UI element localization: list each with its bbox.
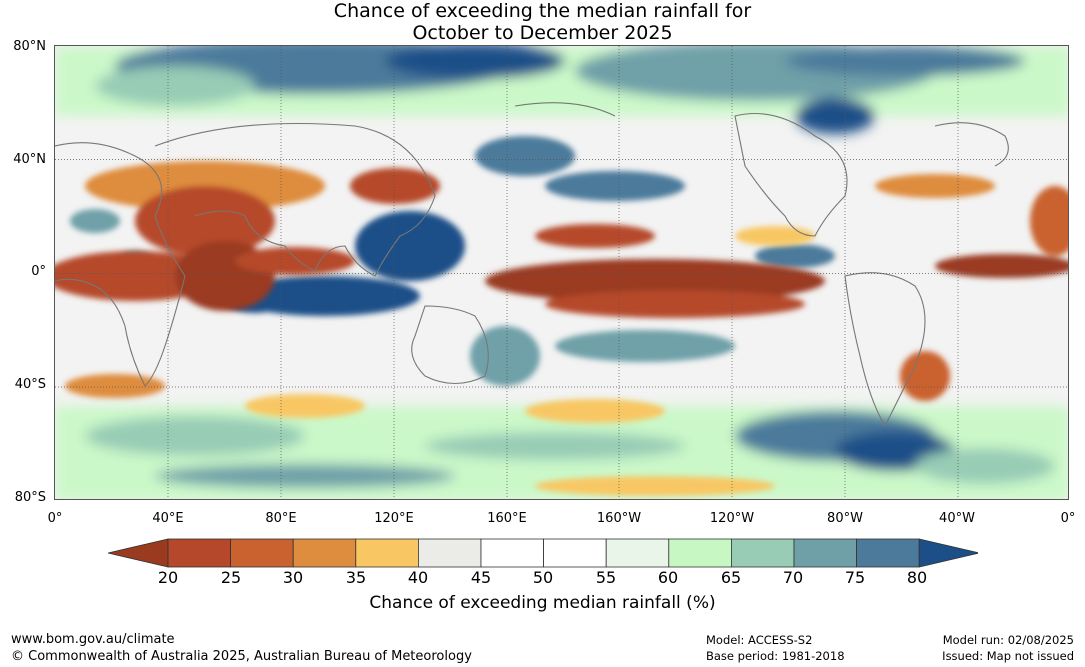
lon-label-0-east: 0° bbox=[1060, 511, 1076, 526]
rainfall-probability-map bbox=[54, 45, 1069, 500]
colorbar-segment bbox=[793, 538, 857, 568]
title-line-2: October to December 2025 bbox=[412, 22, 673, 44]
anomaly-dry bbox=[55, 161, 1068, 496]
lon-label-40e: 40°E bbox=[152, 511, 184, 526]
colorbar-tick: 25 bbox=[220, 568, 242, 587]
colorbar-tick: 35 bbox=[345, 568, 367, 587]
footer-url: www.bom.gov.au/climate bbox=[11, 632, 175, 647]
colorbar-tick: 40 bbox=[407, 568, 429, 587]
footer-model-run: Model run: 02/08/2025 bbox=[942, 633, 1074, 647]
lat-label-80s: 80°S bbox=[14, 490, 46, 505]
lon-label-0: 0° bbox=[47, 511, 63, 526]
footer-model-info: Model: ACCESS-S2 Base period: 1981-2018 bbox=[706, 632, 845, 664]
colorbar-segment bbox=[230, 538, 294, 568]
lat-label-40s: 40°S bbox=[14, 377, 46, 392]
colorbar-segment bbox=[543, 538, 607, 568]
graticule bbox=[55, 46, 1068, 499]
anomaly-wet-bands bbox=[55, 46, 1068, 499]
colorbar-tick: 50 bbox=[532, 568, 554, 587]
colorbar bbox=[108, 538, 978, 568]
title-line-1: Chance of exceeding the median rainfall … bbox=[333, 0, 752, 22]
lon-label-160e: 160°E bbox=[487, 511, 527, 526]
lat-label-0: 0° bbox=[31, 264, 46, 279]
colorbar-extend-low bbox=[108, 538, 169, 568]
colorbar-label: Chance of exceeding median rainfall (%) bbox=[369, 593, 716, 613]
colorbar-segment bbox=[605, 538, 670, 568]
coastlines bbox=[55, 102, 1009, 428]
footer-left: www.bom.gov.au/climate © Commonwealth of… bbox=[11, 631, 472, 665]
colorbar-tick: 20 bbox=[157, 568, 179, 587]
colorbar-tick: 65 bbox=[720, 568, 742, 587]
colorbar-tick: 70 bbox=[782, 568, 804, 587]
colorbar-tick: 55 bbox=[595, 568, 617, 587]
map-canvas bbox=[55, 46, 1068, 499]
colorbar-tick: 80 bbox=[906, 568, 928, 587]
footer-model: Model: ACCESS-S2 bbox=[706, 633, 813, 647]
colorbar-segment bbox=[292, 538, 357, 568]
colorbar-segment bbox=[167, 538, 231, 568]
colorbar-segment bbox=[480, 538, 544, 568]
lon-label-40w: 40°W bbox=[939, 511, 975, 526]
footer-run-info: Model run: 02/08/2025 Issued: Map not is… bbox=[942, 632, 1074, 664]
colorbar-segment bbox=[856, 538, 920, 568]
lon-label-80e: 80°E bbox=[265, 511, 297, 526]
colorbar-tick: 60 bbox=[657, 568, 679, 587]
colorbar-segment bbox=[668, 538, 732, 568]
lat-label-40n: 40°N bbox=[13, 152, 46, 167]
colorbar-segment bbox=[355, 538, 419, 568]
colorbar-tick: 75 bbox=[844, 568, 866, 587]
lon-label-120e: 120°E bbox=[374, 511, 414, 526]
footer-copyright: © Commonwealth of Australia 2025, Austra… bbox=[11, 649, 472, 664]
footer-issued: Issued: Map not issued bbox=[942, 649, 1074, 663]
lat-label-80n: 80°N bbox=[13, 39, 46, 54]
lon-label-120w: 120°W bbox=[709, 511, 755, 526]
footer-base-period: Base period: 1981-2018 bbox=[706, 649, 845, 663]
colorbar-segment bbox=[731, 538, 795, 568]
colorbar-tick: 30 bbox=[282, 568, 304, 587]
lon-label-160w: 160°W bbox=[596, 511, 642, 526]
lon-label-80w: 80°W bbox=[827, 511, 863, 526]
chart-title: Chance of exceeding the median rainfall … bbox=[0, 0, 1085, 44]
colorbar-segment bbox=[417, 538, 482, 568]
colorbar-tick: 45 bbox=[470, 568, 492, 587]
colorbar-extend-high bbox=[918, 538, 978, 568]
